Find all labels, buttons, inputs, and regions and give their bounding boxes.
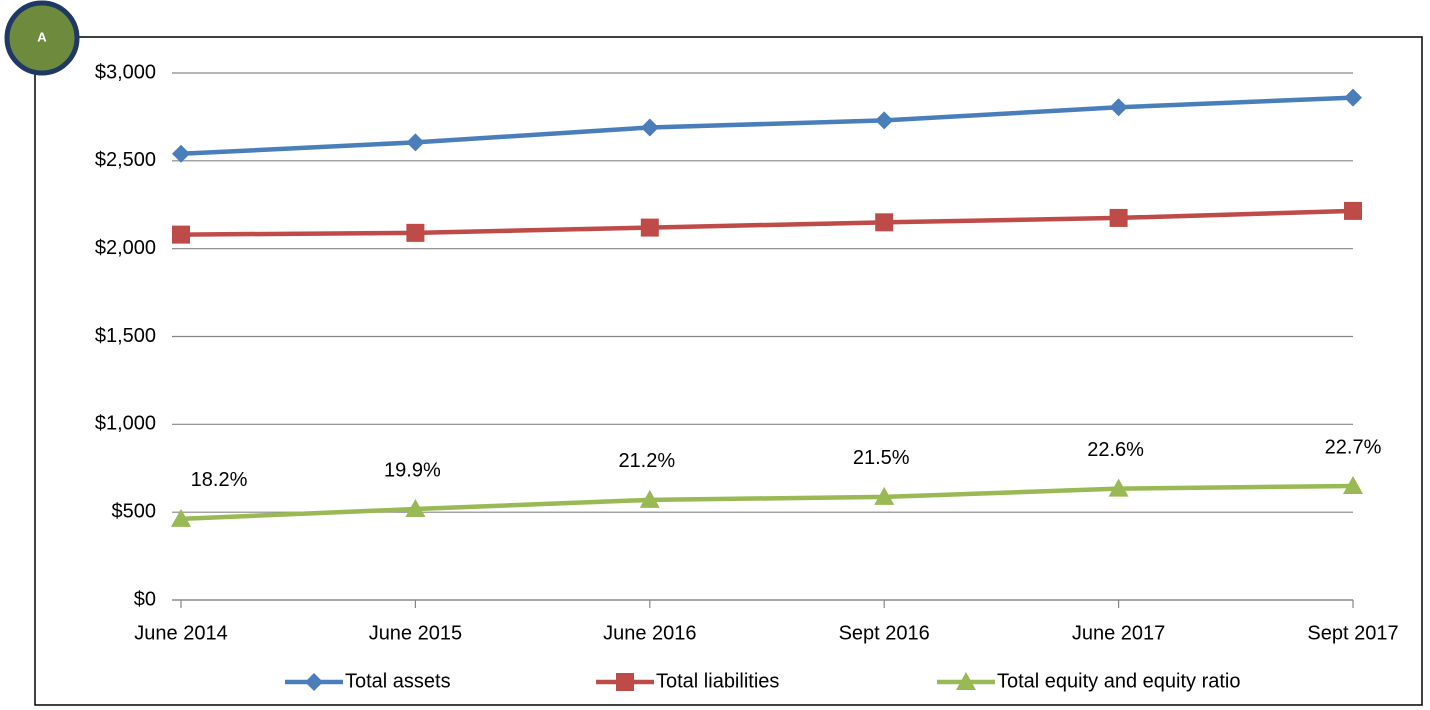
point-marker	[172, 144, 190, 163]
x-tick-label: Sept 2017	[1307, 622, 1398, 644]
data-label: 19.9%	[384, 459, 441, 481]
point-marker	[1109, 98, 1128, 117]
point-marker	[406, 223, 425, 242]
y-tick-label: $2,500	[95, 149, 156, 171]
point-marker	[640, 118, 659, 137]
legend-marker	[616, 673, 634, 691]
y-tick-label: $1,500	[95, 325, 156, 347]
y-tick-label: $0	[134, 588, 156, 610]
point-marker	[640, 218, 659, 237]
point-marker	[1109, 208, 1128, 227]
point-marker	[1108, 478, 1129, 497]
point-marker	[406, 133, 425, 152]
point-marker	[1343, 475, 1363, 494]
data-label: 18.2%	[191, 469, 248, 491]
point-marker	[405, 499, 426, 518]
point-marker	[639, 489, 660, 508]
data-label: 22.6%	[1087, 439, 1144, 461]
legend-marker	[956, 672, 976, 690]
legend-label: Total equity and equity ratio	[997, 670, 1241, 692]
point-marker	[171, 508, 191, 527]
point-marker	[1344, 88, 1362, 107]
legend-label: Total assets	[345, 670, 451, 692]
y-tick-label: $1,000	[95, 413, 156, 435]
point-marker	[875, 111, 894, 130]
y-tick-label: $2,000	[95, 237, 156, 259]
point-marker	[1344, 201, 1362, 220]
x-tick-label: June 2017	[1072, 622, 1165, 644]
x-tick-label: June 2015	[369, 622, 462, 644]
chart-frame	[34, 36, 1423, 706]
x-tick-label: June 2014	[134, 622, 227, 644]
series-line	[180, 95, 1354, 157]
point-marker	[172, 225, 190, 244]
series-line	[180, 483, 1354, 522]
legend-marker	[305, 673, 323, 691]
x-tick-label: Sept 2016	[839, 622, 930, 644]
data-label: 22.7%	[1325, 436, 1382, 458]
legend-label: Total liabilities	[656, 670, 779, 692]
x-tick-label: June 2016	[603, 622, 696, 644]
data-label: 21.5%	[853, 447, 910, 469]
data-label: 21.2%	[618, 450, 675, 472]
series-line	[180, 208, 1354, 237]
point-marker	[875, 213, 894, 232]
badge	[4, 0, 80, 76]
point-marker	[874, 486, 895, 505]
y-tick-label: $500	[112, 500, 157, 522]
badge-label: A	[37, 29, 47, 44]
y-tick-label: $3,000	[95, 61, 156, 83]
